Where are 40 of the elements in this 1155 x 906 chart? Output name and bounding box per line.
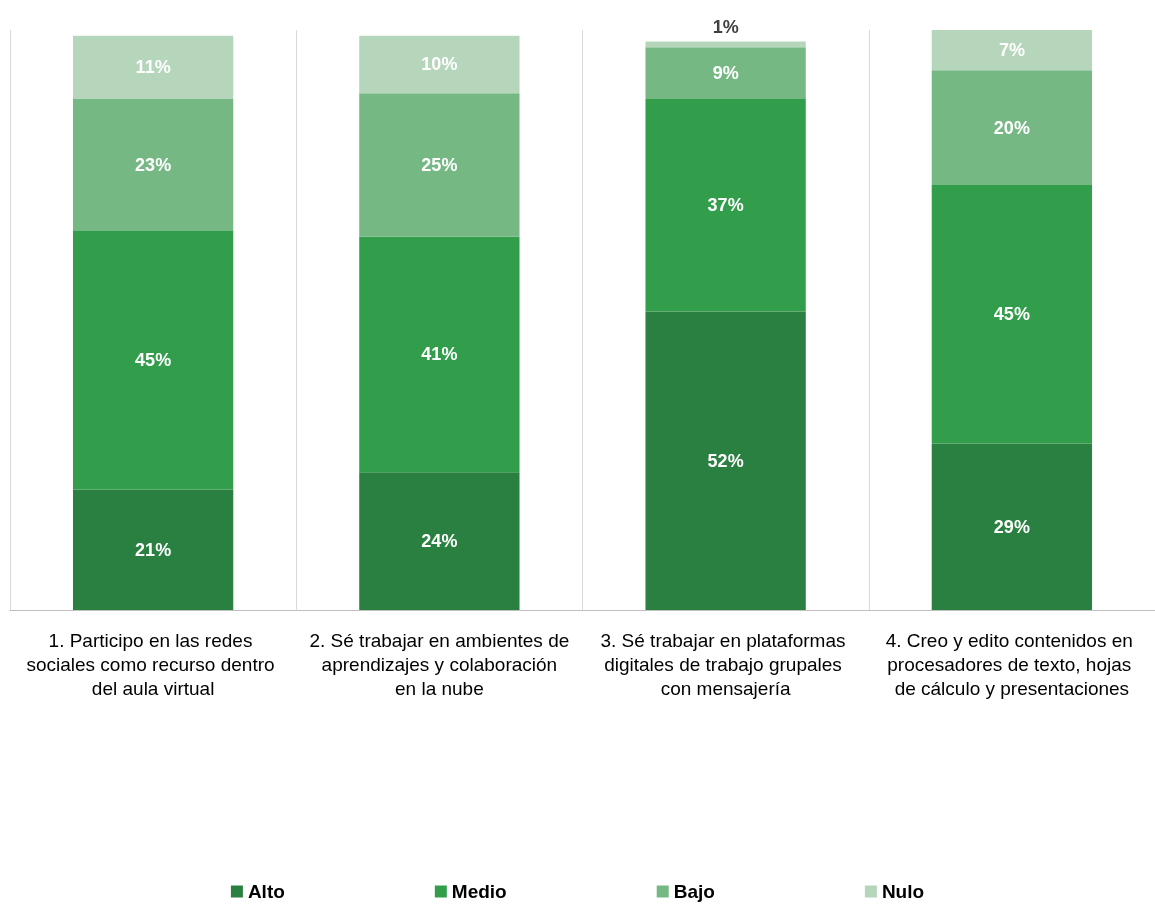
bar <box>645 311 806 610</box>
data-label: 7% <box>998 40 1025 61</box>
data-label: 23% <box>135 154 172 175</box>
bar <box>359 35 520 94</box>
legend-label: Bajo <box>673 881 715 902</box>
data-label: 9% <box>712 63 739 84</box>
data-label: 21% <box>135 539 172 560</box>
data-label: 11% <box>135 57 171 78</box>
data-label: 10% <box>421 54 458 75</box>
data-label: 52% <box>707 450 744 471</box>
data-label: 37% <box>707 195 744 216</box>
bar <box>931 185 1093 444</box>
x-tick-label: 1. Participo en las redes sociales como recurso dentro del aula virtual <box>26 629 280 699</box>
x-tick-label: 4. Creo y edito contenidos en procesadores de texto, hojas de cálculo y presentaciones <box>885 629 1139 699</box>
legend-label: Alto <box>247 881 285 902</box>
bar <box>72 489 234 610</box>
data-label: 25% <box>421 154 458 175</box>
bar <box>645 98 806 312</box>
bar <box>72 98 234 231</box>
bar <box>359 236 520 473</box>
bar <box>359 93 520 237</box>
legend-label: Medio <box>451 881 507 902</box>
data-label: 41% <box>421 344 458 365</box>
bar <box>645 47 806 99</box>
bar <box>931 30 1093 71</box>
bar <box>931 443 1093 610</box>
x-tick-label: 3. Sé trabajar en plataformas digitales de trabajo grupales con mensajería <box>600 629 851 699</box>
bar <box>359 472 520 610</box>
data-label: 29% <box>993 516 1030 537</box>
data-label: 45% <box>993 304 1030 325</box>
legend-label: Nulo <box>881 881 925 902</box>
data-label: 24% <box>421 531 458 552</box>
data-label: 45% <box>135 350 172 371</box>
data-label: 1% <box>712 17 739 38</box>
x-tick-label: 2. Sé trabajar en ambientes de aprendizajes y colaboración en la nube <box>309 629 570 699</box>
bar <box>645 41 806 48</box>
bar <box>72 35 234 99</box>
bar <box>931 70 1093 186</box>
bar <box>72 230 234 490</box>
data-label: 20% <box>993 117 1030 138</box>
